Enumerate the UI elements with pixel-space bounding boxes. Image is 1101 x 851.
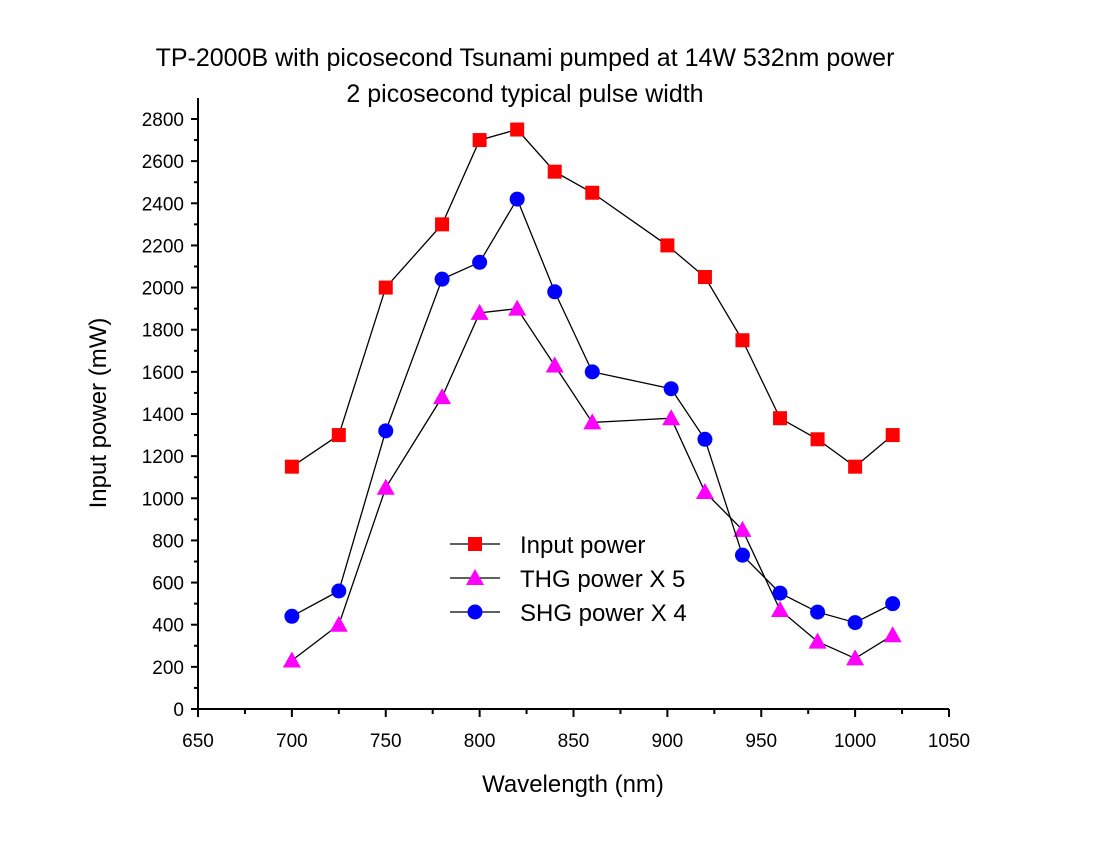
data-point-circle (509, 191, 525, 207)
series-layer (282, 122, 902, 668)
data-point-circle (378, 423, 394, 439)
data-point-square (378, 280, 393, 295)
data-point-triangle (883, 626, 902, 643)
x-tick-label: 850 (558, 731, 590, 752)
data-point-circle (885, 596, 901, 612)
axes (191, 98, 949, 716)
chart-title: TP-2000B with picosecond Tsunami pumped … (156, 44, 895, 72)
x-axis-label: Wavelength (nm) (482, 771, 664, 798)
data-point-triangle (846, 649, 865, 666)
data-point-triangle (771, 600, 790, 617)
y-tick-label: 2600 (142, 152, 184, 173)
legend-marker-square-icon (468, 537, 482, 551)
y-axis-label: Input power (mW) (85, 318, 112, 509)
y-tick-label: 200 (152, 658, 184, 679)
data-point-circle (697, 431, 713, 447)
data-point-circle (663, 381, 679, 397)
data-point-square (735, 333, 750, 348)
data-point-triangle (695, 482, 714, 499)
data-point-circle (584, 364, 600, 380)
data-point-circle (772, 585, 788, 601)
data-point-square (472, 133, 487, 148)
x-tick-label: 800 (464, 731, 496, 752)
legend-marker-triangle-icon (466, 569, 484, 585)
y-tick-label: 1000 (142, 489, 184, 510)
data-point-circle (284, 608, 300, 624)
data-point-square (585, 185, 600, 200)
x-tick-label: 900 (652, 731, 684, 752)
data-point-square (697, 270, 712, 285)
y-tick-label: 400 (152, 616, 184, 637)
y-tick-label: 2400 (142, 194, 184, 215)
data-point-triangle (808, 632, 827, 649)
data-point-triangle (433, 388, 452, 405)
legend-item-input-power: Input power (450, 532, 645, 559)
data-point-square (885, 428, 900, 443)
legend-label-thg-power: THG power X 5 (520, 566, 685, 593)
data-point-circle (734, 547, 750, 563)
data-point-triangle (282, 651, 301, 668)
legend-label-input-power: Input power (520, 532, 645, 559)
data-point-triangle (545, 356, 564, 373)
data-point-square (435, 217, 450, 232)
data-point-square (660, 238, 675, 253)
data-point-triangle (508, 299, 527, 316)
y-tick-label: 1800 (142, 321, 184, 342)
y-tick-label: 0 (173, 700, 184, 721)
x-tick-label: 650 (182, 731, 214, 752)
y-tick-label: 600 (152, 574, 184, 595)
data-point-circle (847, 615, 863, 631)
data-point-square (331, 428, 346, 443)
y-tick-label: 2800 (142, 110, 184, 131)
x-tick-label: 1050 (928, 731, 970, 752)
x-tick-label: 700 (276, 731, 308, 752)
legend-label-shg-power: SHG power X 4 (520, 600, 687, 627)
data-point-triangle (376, 478, 395, 495)
y-tick-label: 1600 (142, 363, 184, 384)
data-point-circle (547, 284, 563, 300)
y-ticks: 0 200 400 600 800 1000 1200 1400 1600 1800 2000 220… (142, 110, 198, 721)
data-point-triangle (329, 615, 348, 632)
data-point-square (810, 432, 825, 447)
data-point-square (284, 459, 299, 474)
x-tick-label: 1000 (834, 731, 876, 752)
y-tick-label: 800 (152, 531, 184, 552)
data-point-triangle (583, 413, 602, 430)
x-tick-label: 750 (370, 731, 402, 752)
legend-item-shg-power: SHG power X 4 (450, 600, 687, 627)
data-point-circle (810, 604, 826, 620)
data-point-circle (434, 271, 450, 287)
data-point-triangle (662, 409, 681, 426)
data-point-circle (331, 583, 347, 599)
chart-subtitle: 2 picosecond typical pulse width (346, 80, 703, 108)
series-circle (284, 191, 901, 631)
data-point-square (773, 411, 788, 426)
series-triangle (282, 299, 902, 668)
legend-item-thg-power: THG power X 5 (450, 566, 685, 593)
y-tick-label: 1200 (142, 447, 184, 468)
data-point-triangle (470, 303, 489, 320)
y-tick-label: 2200 (142, 236, 184, 257)
legend: Input power THG power X 5 SHG power X 4 (450, 532, 687, 627)
data-point-triangle (733, 520, 752, 537)
legend-marker-circle-icon (467, 604, 483, 620)
data-point-square (510, 122, 525, 137)
data-point-circle (472, 254, 488, 270)
series-line (291, 197, 893, 624)
data-point-square (848, 459, 863, 474)
x-ticks: 650 700 750 800 850 900 950 1000 1050 (182, 709, 970, 752)
series-square (284, 122, 900, 474)
y-tick-label: 1400 (142, 405, 184, 426)
data-point-square (547, 164, 562, 179)
y-tick-label: 2000 (142, 279, 184, 300)
x-tick-label: 950 (745, 731, 777, 752)
